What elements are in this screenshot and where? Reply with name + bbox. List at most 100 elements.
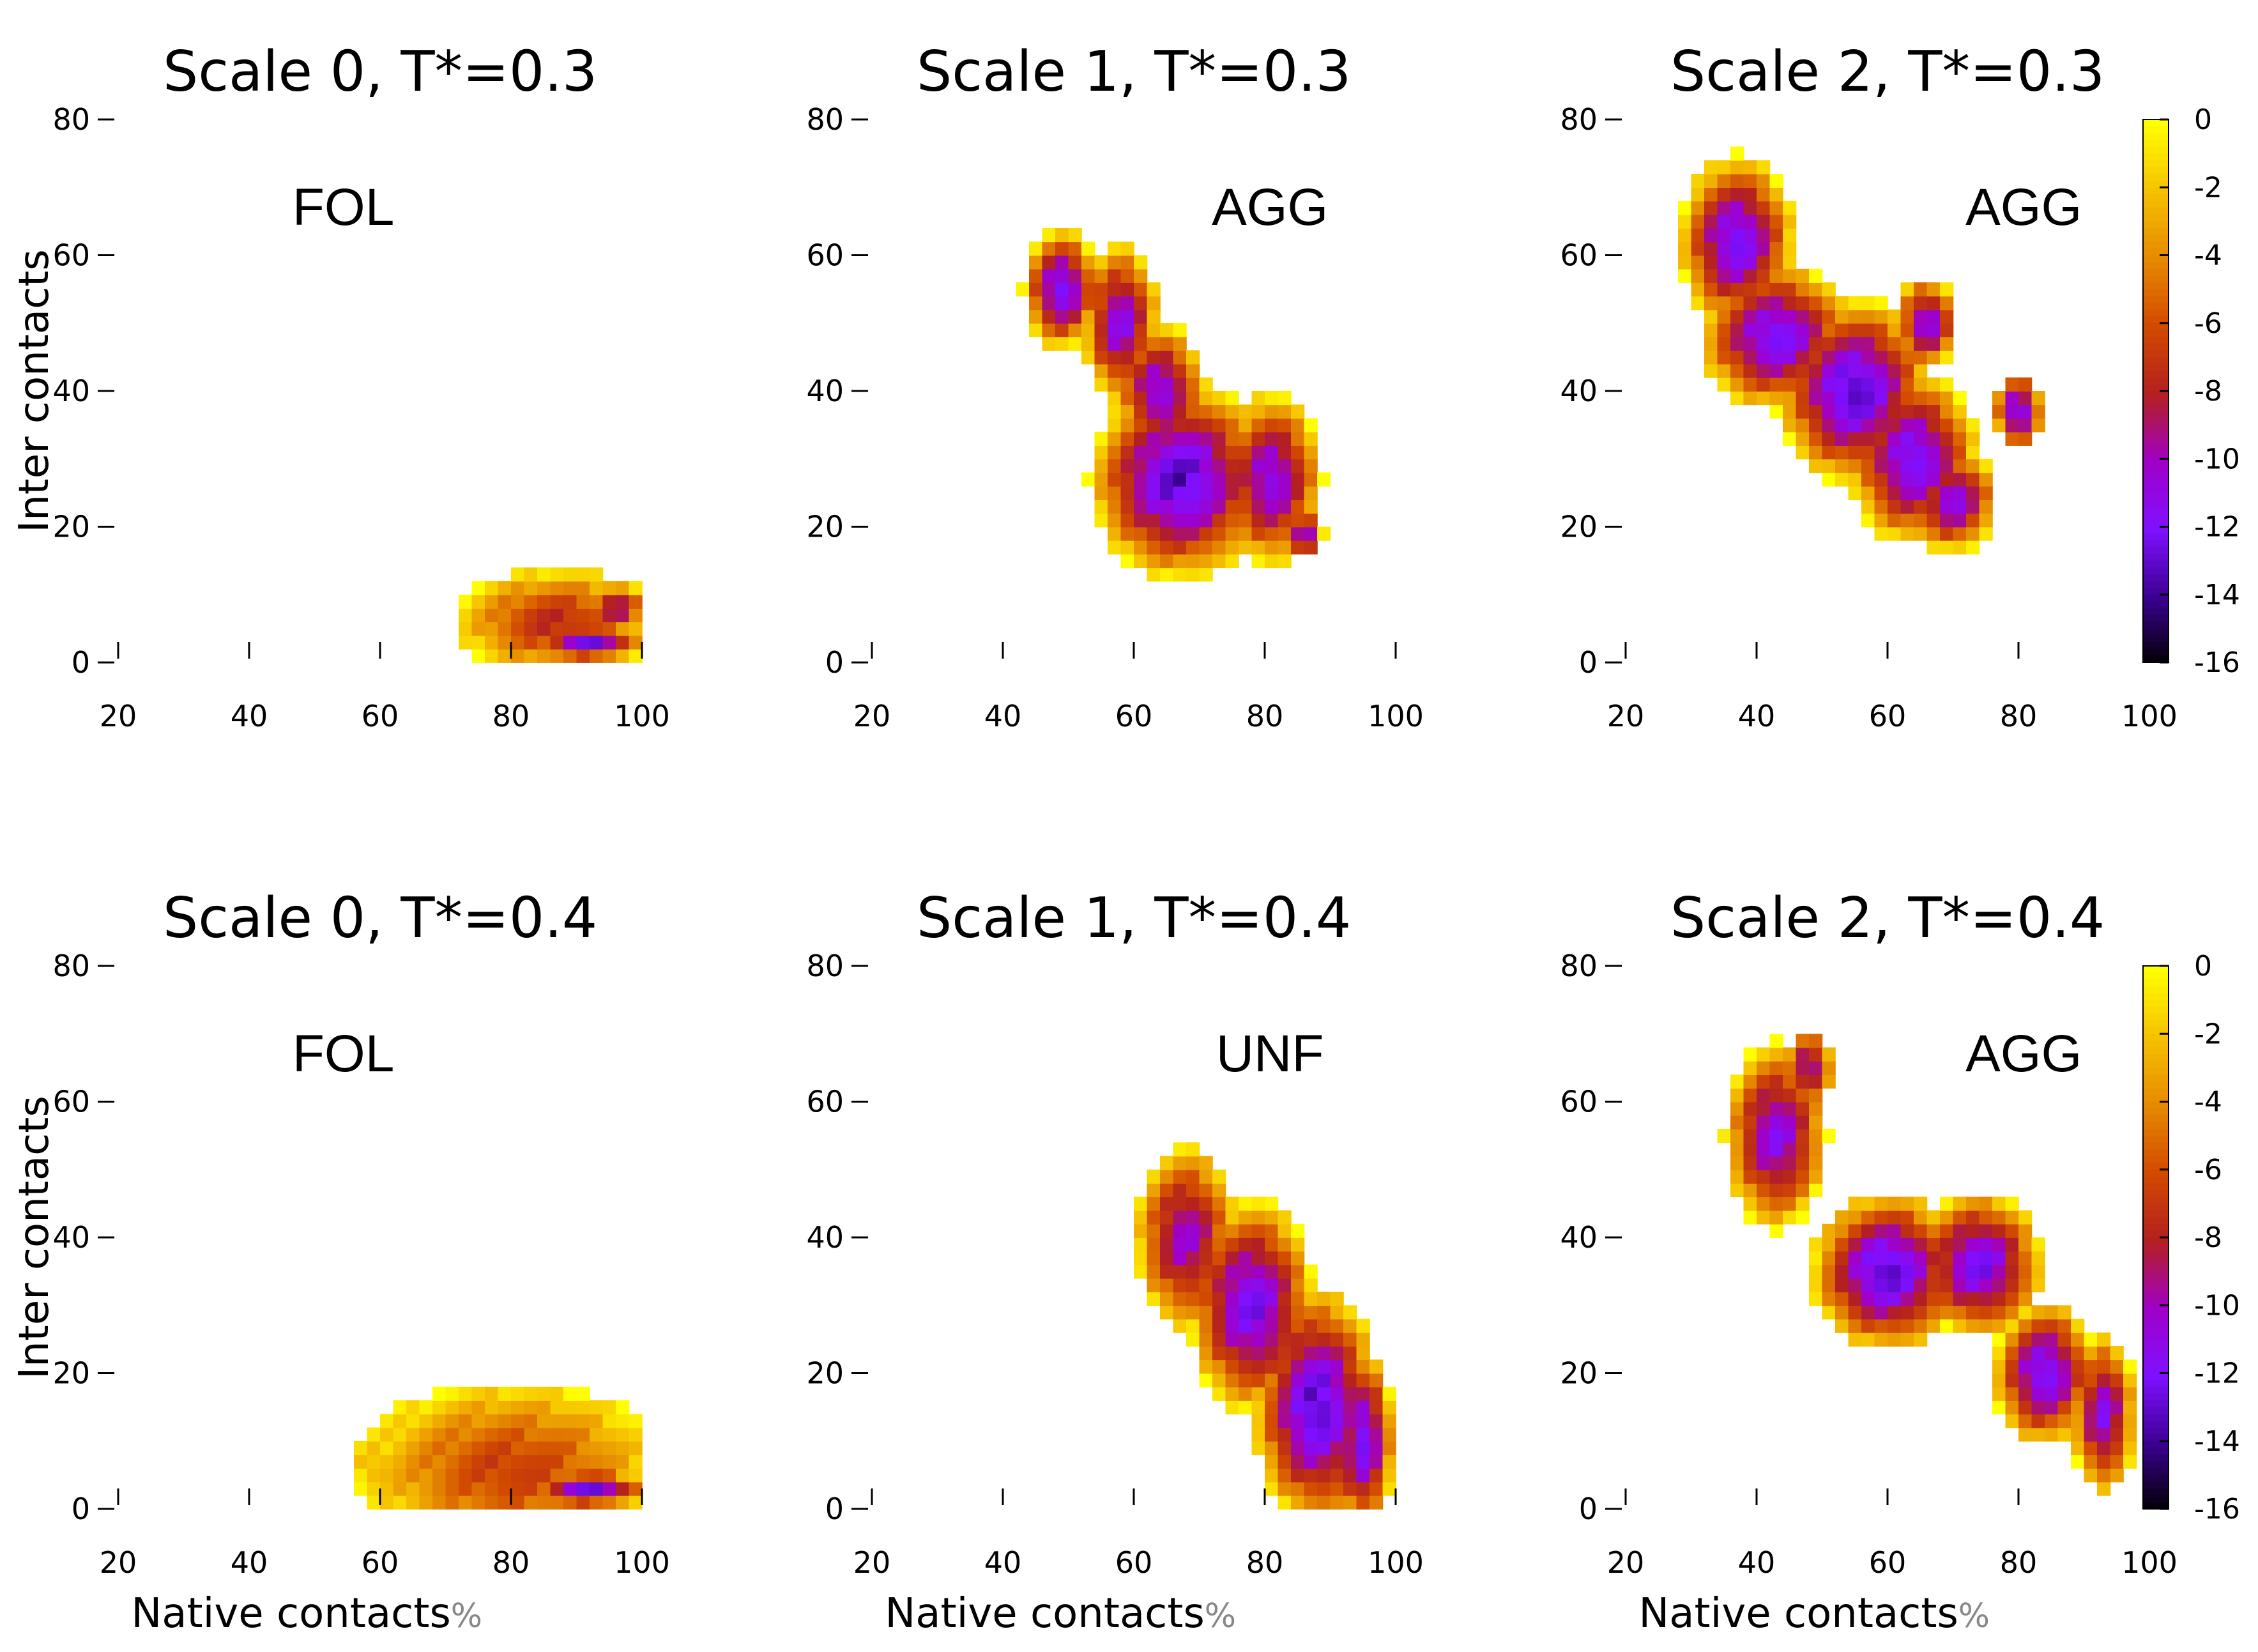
- heatmap-cell: [1717, 255, 1731, 270]
- heatmap-cell: [1239, 500, 1253, 514]
- heatmap-cell: [1717, 241, 1731, 256]
- heatmap-cell: [1822, 1075, 1836, 1089]
- heatmap-cell: [1212, 1386, 1226, 1401]
- heatmap-cell: [1356, 1455, 1370, 1469]
- heatmap-cell: [1291, 526, 1305, 541]
- heatmap-cell: [485, 581, 499, 595]
- heatmap-cell: [1966, 1197, 1980, 1211]
- colorbar-segment: [2143, 1434, 2169, 1442]
- heatmap-cell: [1769, 309, 1783, 324]
- heatmap-cell: [1848, 486, 1862, 500]
- y-tick-label: 40: [1560, 1220, 1598, 1255]
- heatmap-cell: [1900, 431, 1914, 446]
- colorbar-segment: [2143, 1326, 2169, 1333]
- y-tick-label: 0: [825, 1492, 844, 1526]
- heatmap-cell: [393, 1400, 407, 1415]
- heatmap-cell: [1199, 1264, 1213, 1279]
- heatmap-cell: [1120, 241, 1134, 256]
- heatmap-cell: [1186, 418, 1200, 432]
- colorbar-segment: [2143, 655, 2169, 663]
- heatmap-cell: [1822, 472, 1836, 487]
- heatmap-cell: [1730, 1156, 1744, 1170]
- heatmap-cell: [2084, 1427, 2098, 1442]
- x-tick-label: 80: [1246, 1545, 1284, 1580]
- heatmap-cell: [485, 635, 499, 650]
- heatmap-cell: [1992, 1400, 2006, 1415]
- heatmap-cell: [1120, 363, 1134, 378]
- heatmap-cell: [1992, 418, 2006, 432]
- y-tick-label: 40: [806, 1220, 844, 1255]
- heatmap-cell: [498, 1386, 512, 1401]
- heatmap-cell: [1330, 1427, 1344, 1442]
- heatmap-cell: [1900, 282, 1914, 297]
- heatmap-cell: [1239, 472, 1253, 487]
- heatmap-cell: [1848, 1197, 1862, 1211]
- heatmap-cell: [2045, 1332, 2059, 1347]
- heatmap-cell: [576, 594, 590, 609]
- heatmap-cell: [1343, 1359, 1357, 1374]
- colorbar-segment: [2143, 1047, 2169, 1055]
- heatmap-cell: [1278, 1264, 1292, 1279]
- heatmap-cell: [432, 1468, 446, 1483]
- colorbar-segment: [2143, 194, 2169, 202]
- heatmap-cell: [1874, 513, 1888, 528]
- heatmap-cell: [1251, 418, 1265, 432]
- heatmap-cell: [1888, 1210, 1902, 1225]
- heatmap-cell: [1160, 486, 1174, 500]
- heatmap-cell: [1809, 337, 1823, 351]
- heatmap-cell: [1717, 160, 1731, 174]
- heatmap-cell: [1992, 1223, 2006, 1238]
- heatmap-cell: [629, 1481, 643, 1496]
- heatmap-cell: [1173, 445, 1187, 460]
- heatmap-cell: [1251, 445, 1265, 460]
- heatmap-cell: [2005, 1237, 2019, 1252]
- heatmap-cell: [1120, 445, 1134, 460]
- heatmap-cell: [1291, 1414, 1305, 1428]
- heatmap-cell: [1926, 459, 1941, 473]
- heatmap-cell: [1147, 296, 1161, 310]
- heatmap: [1678, 146, 2045, 554]
- heatmap-cell: [629, 581, 643, 595]
- heatmap-cell: [2110, 1455, 2124, 1469]
- colorbar-segment: [2143, 1380, 2169, 1388]
- heatmap-cell: [1134, 1251, 1148, 1266]
- heatmap-cell: [590, 567, 604, 582]
- heatmap-cell: [524, 608, 538, 623]
- heatmap-cell: [1199, 1373, 1213, 1388]
- heatmap-cell: [459, 1427, 473, 1442]
- heatmap-cell: [1809, 1060, 1823, 1075]
- heatmap-cell: [2110, 1386, 2124, 1401]
- heatmap-cell: [2018, 1359, 2033, 1374]
- heatmap-cell: [498, 608, 512, 623]
- heatmap-cell: [1081, 337, 1095, 351]
- heatmap-cell: [1822, 1060, 1836, 1075]
- heatmap-cell: [2057, 1414, 2071, 1428]
- heatmap-cell: [602, 648, 616, 663]
- heatmap-cell: [1769, 255, 1783, 270]
- heatmap-cell: [1147, 404, 1161, 419]
- heatmap-cell: [1730, 309, 1744, 324]
- heatmap-cell: [1173, 526, 1187, 541]
- heatmap-cell: [1265, 1400, 1279, 1415]
- heatmap-cell: [1769, 363, 1783, 378]
- heatmap-cell: [1304, 1292, 1318, 1306]
- heatmap-cell: [1769, 201, 1783, 215]
- heatmap-cell: [1108, 445, 1122, 460]
- heatmap-cell: [1914, 363, 1928, 378]
- heatmap-cell: [1265, 500, 1279, 514]
- heatmap-cell: [1304, 1481, 1318, 1496]
- heatmap-cell: [1186, 1169, 1200, 1184]
- x-tick-label: 40: [1738, 699, 1776, 733]
- heatmap-cell: [511, 581, 525, 595]
- heatmap-cell: [1317, 1441, 1331, 1455]
- heatmap-cell: [1888, 472, 1902, 487]
- heatmap-cell: [1134, 1264, 1148, 1279]
- heatmap-cell: [1966, 1319, 1980, 1333]
- heatmap-cell: [1330, 1455, 1344, 1469]
- heatmap-cell: [498, 1495, 512, 1510]
- heatmap-cell: [1239, 1332, 1253, 1347]
- colorbar-segment: [2143, 526, 2169, 535]
- heatmap-cell: [1225, 526, 1239, 541]
- heatmap-cell: [1769, 1115, 1783, 1129]
